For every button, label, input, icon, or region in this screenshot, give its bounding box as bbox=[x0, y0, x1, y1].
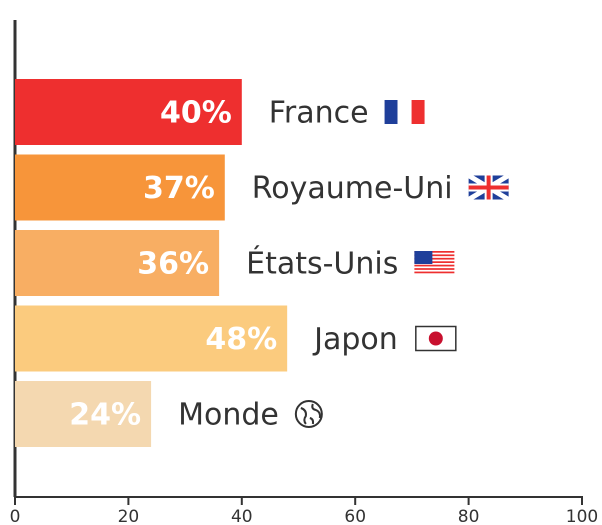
x-tick-label: 0 bbox=[10, 507, 21, 525]
flag bbox=[414, 254, 455, 257]
value-label: 36% bbox=[137, 247, 209, 282]
flag bbox=[384, 100, 398, 124]
flag bbox=[415, 325, 457, 352]
flag bbox=[428, 331, 443, 346]
flag bbox=[468, 175, 509, 200]
value-label: 40% bbox=[160, 96, 232, 131]
x-tick-label: 60 bbox=[344, 507, 366, 525]
category-label: France bbox=[269, 96, 369, 131]
bar bbox=[15, 154, 225, 221]
flag bbox=[414, 251, 455, 253]
category-label: Monde bbox=[178, 398, 279, 433]
category-label: États-Unis bbox=[246, 246, 398, 282]
flag bbox=[414, 261, 455, 263]
category-label: Japon bbox=[312, 322, 398, 357]
bar bbox=[15, 230, 220, 296]
x-tick-label: 40 bbox=[231, 507, 253, 525]
flag bbox=[294, 400, 323, 428]
x-tick-label: 100 bbox=[566, 507, 598, 525]
x-tick-label: 20 bbox=[118, 507, 140, 525]
flag bbox=[467, 173, 510, 202]
category-label: Royaume-Uni bbox=[252, 171, 453, 206]
value-label: 24% bbox=[69, 398, 141, 433]
flag bbox=[384, 100, 425, 124]
globe bbox=[294, 400, 323, 428]
flag bbox=[397, 100, 412, 124]
flag bbox=[414, 251, 455, 274]
flag bbox=[414, 264, 455, 267]
value-label: 48% bbox=[205, 322, 277, 357]
x-tick-label: 80 bbox=[458, 507, 480, 525]
value-label: 37% bbox=[143, 171, 215, 206]
flag bbox=[414, 268, 455, 270]
globe bbox=[300, 403, 322, 425]
flag bbox=[411, 100, 425, 124]
flag bbox=[414, 251, 433, 264]
bar bbox=[15, 79, 242, 145]
bar bbox=[15, 305, 288, 372]
flag bbox=[414, 257, 455, 260]
flag bbox=[414, 271, 455, 274]
bar bbox=[15, 381, 152, 447]
